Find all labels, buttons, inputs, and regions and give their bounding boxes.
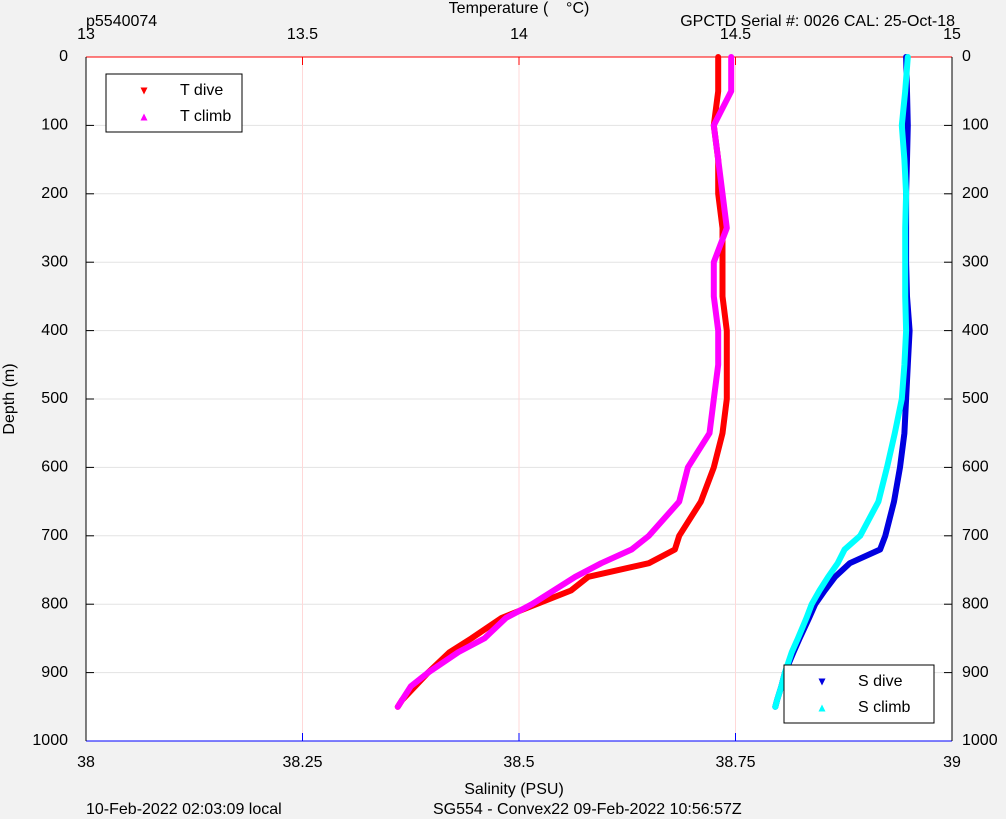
y-tick-label: 700	[962, 527, 989, 544]
legend-label: S climb	[858, 699, 911, 716]
y-tick-label: 800	[41, 595, 68, 612]
y-tick-label: 0	[962, 48, 971, 65]
x-tick-label: 15	[943, 26, 961, 43]
y-tick-label: 100	[962, 117, 989, 134]
y-tick-label: 600	[41, 459, 68, 476]
y-tick-label: 500	[41, 390, 68, 407]
title-left: p5540074	[86, 13, 157, 30]
y-tick-label: 900	[962, 664, 989, 681]
y-tick-label: 300	[962, 253, 989, 270]
series-line	[394, 54, 735, 710]
series-line	[394, 54, 730, 710]
title-right: GPCTD Serial #: 0026 CAL: 25-Oct-18	[680, 13, 955, 30]
y-axis-label: Depth (m)	[1, 363, 18, 434]
y-tick-label: 1000	[962, 732, 998, 749]
x2-axis-label: Salinity (PSU)	[464, 781, 564, 798]
legend-label: S dive	[858, 673, 903, 690]
x-tick-label: 14.5	[720, 26, 751, 43]
y-tick-label: 0	[59, 48, 68, 65]
y-tick-label: 800	[962, 595, 989, 612]
y-tick-label: 700	[41, 527, 68, 544]
y-tick-label: 400	[41, 322, 68, 339]
y-tick-label: 600	[962, 459, 989, 476]
y-tick-label: 500	[962, 390, 989, 407]
legend-box	[783, 664, 935, 724]
footer-center: SG554 - Convex22 09-Feb-2022 10:56:57Z	[433, 801, 742, 818]
x2-tick-label: 38	[77, 754, 95, 771]
x2-tick-label: 38.5	[503, 754, 534, 771]
y-tick-label: 300	[41, 253, 68, 270]
y-tick-label: 200	[41, 185, 68, 202]
legend-box	[105, 73, 243, 133]
y-tick-label: 900	[41, 664, 68, 681]
y-tick-label: 1000	[32, 732, 68, 749]
legend-marker	[818, 704, 826, 712]
legend-marker	[140, 113, 148, 121]
x2-tick-label: 39	[943, 754, 961, 771]
x-tick-label: 14	[510, 26, 528, 43]
legend-label: T dive	[180, 82, 223, 99]
y-tick-label: 400	[962, 322, 989, 339]
x-axis-label: Temperature ( °C)	[449, 0, 590, 17]
legend-marker	[818, 678, 826, 686]
series-line	[772, 54, 911, 710]
x-tick-label: 13.5	[287, 26, 318, 43]
legend-label: T climb	[180, 108, 231, 125]
footer-left: 10-Feb-2022 02:03:09 local	[86, 801, 282, 818]
y-tick-label: 200	[962, 185, 989, 202]
legend-marker	[140, 87, 148, 95]
x2-tick-label: 38.75	[715, 754, 755, 771]
x-tick-label: 13	[77, 26, 95, 43]
x2-tick-label: 38.25	[282, 754, 322, 771]
y-tick-label: 100	[41, 117, 68, 134]
